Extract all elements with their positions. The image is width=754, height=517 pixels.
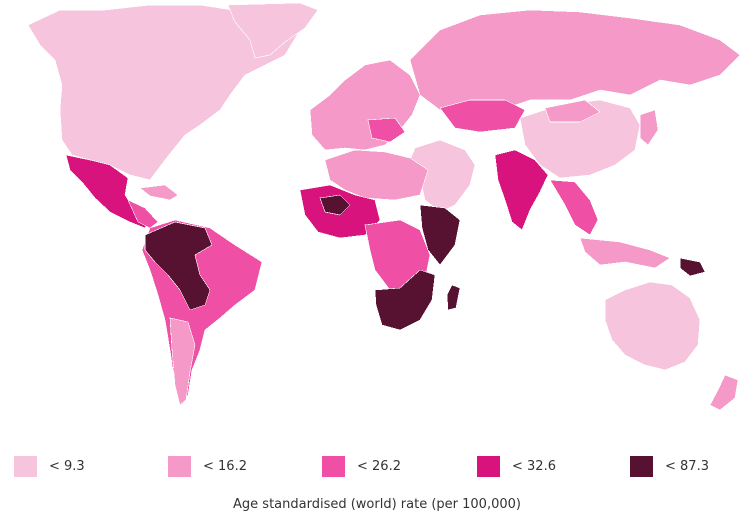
region-southern-africa [374, 269, 436, 331]
region-east-africa [419, 204, 461, 266]
legend-swatch-3 [322, 456, 345, 477]
region-japan [639, 109, 659, 146]
legend-item-3: < 26.2 [322, 456, 401, 477]
region-north-africa [324, 149, 429, 201]
legend-item-5: < 87.3 [630, 456, 709, 477]
region-png [679, 257, 706, 277]
region-central-asia [439, 99, 526, 133]
region-india [494, 149, 549, 231]
legend-label-5: < 87.3 [665, 459, 709, 474]
region-southeast-asia [549, 179, 599, 236]
legend-swatch-4 [477, 456, 500, 477]
region-caribbean [139, 184, 179, 201]
region-madagascar [446, 284, 461, 311]
region-greenland [227, 2, 319, 59]
legend-swatch-1 [14, 456, 37, 477]
legend-label-4: < 32.6 [512, 459, 556, 474]
region-southern-cone [169, 317, 196, 406]
region-south-america-high [144, 221, 213, 311]
legend-item-2: < 16.2 [168, 456, 247, 477]
region-eastern-europe [367, 117, 406, 143]
region-indonesia [579, 237, 671, 269]
region-russia [409, 9, 741, 116]
world-choropleth-map [27, 2, 741, 411]
legend-item-4: < 32.6 [477, 456, 556, 477]
region-west-africa-high [319, 194, 351, 216]
legend-swatch-5 [630, 456, 653, 477]
region-north-america [27, 4, 301, 181]
region-new-zealand [709, 374, 739, 411]
region-mongolia [544, 99, 601, 123]
legend-label-2: < 16.2 [203, 459, 247, 474]
region-europe [309, 59, 421, 151]
legend-label-3: < 26.2 [357, 459, 401, 474]
legend-caption: Age standardised (world) rate (per 100,0… [233, 497, 521, 512]
region-central-america [127, 199, 159, 229]
region-australia [604, 281, 701, 371]
legend-item-1: < 9.3 [14, 456, 85, 477]
legend-label-1: < 9.3 [49, 459, 85, 474]
legend-swatch-2 [168, 456, 191, 477]
